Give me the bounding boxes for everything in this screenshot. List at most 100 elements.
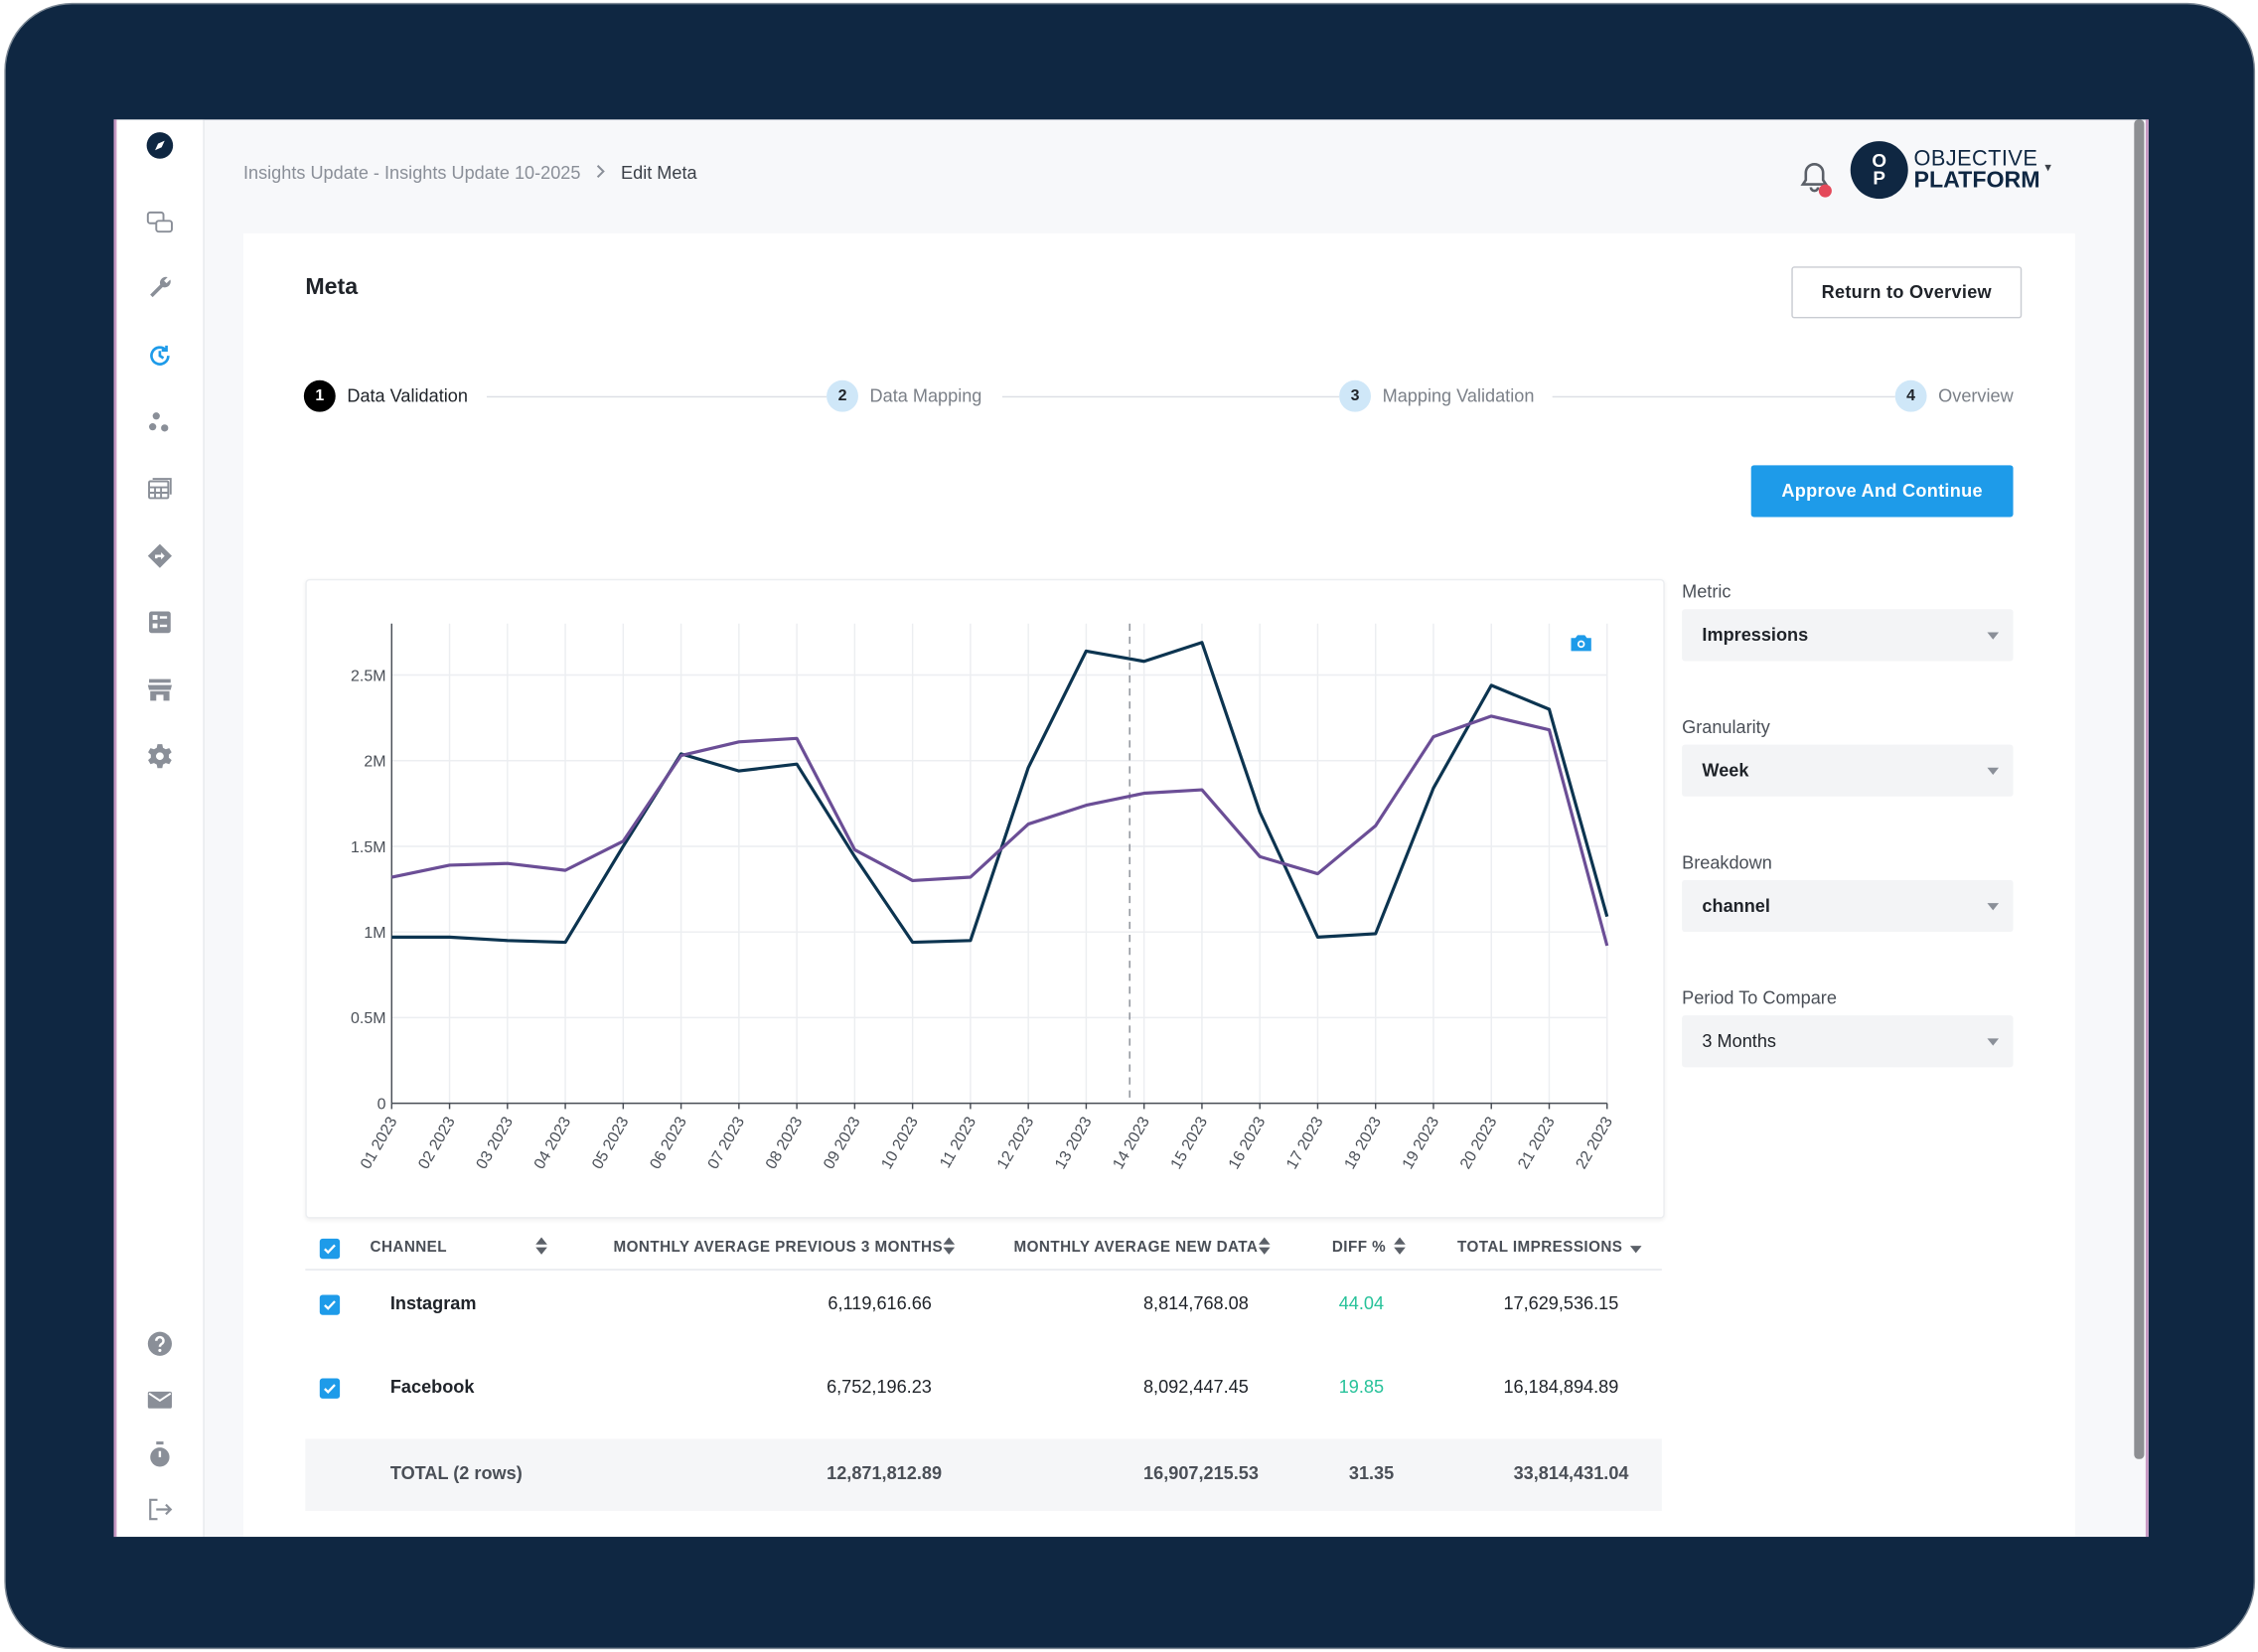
- table-icon[interactable]: [143, 473, 178, 508]
- x-tick-label: 11 2023: [937, 1114, 979, 1170]
- y-tick-label: 1.5M: [351, 839, 385, 856]
- x-tick-label: 16 2023: [1226, 1114, 1270, 1172]
- period-value: 3 Months: [1702, 1031, 1776, 1052]
- row-checkbox[interactable]: [319, 1378, 341, 1399]
- sort-desc-icon[interactable]: [1628, 1240, 1642, 1260]
- table-row[interactable]: Facebook 6,752,196.23 8,092,447.45 19.85…: [305, 1355, 1662, 1438]
- chevron-down-icon: [1987, 632, 2000, 640]
- camera-icon[interactable]: [1570, 633, 1592, 653]
- header-channel[interactable]: CHANNEL: [370, 1238, 448, 1257]
- row-checkbox[interactable]: [319, 1294, 341, 1315]
- header-diff[interactable]: DIFF %: [1331, 1238, 1387, 1257]
- breakdown-filter: Breakdown channel: [1682, 852, 2014, 933]
- step-connector: [1552, 395, 1895, 398]
- page-title: Meta: [305, 274, 359, 300]
- header-new-average[interactable]: MONTHLY AVERAGE NEW DATA: [1013, 1238, 1259, 1257]
- metric-value: Impressions: [1702, 625, 1809, 646]
- breadcrumb-current: Edit Meta: [621, 162, 697, 184]
- brand-logo[interactable]: O P OBJECTIVE PLATFORM ▾: [1850, 141, 2051, 200]
- metric-select[interactable]: Impressions: [1682, 609, 2014, 662]
- sort-icon[interactable]: [534, 1236, 548, 1256]
- gear-icon[interactable]: [143, 739, 178, 774]
- sort-icon[interactable]: [1393, 1236, 1407, 1256]
- chevron-down-icon: [1987, 767, 2000, 776]
- breakdown-label: Breakdown: [1682, 852, 1772, 873]
- brand-logo-text: OBJECTIVE PLATFORM: [1913, 148, 2040, 194]
- x-tick-label: 20 2023: [1457, 1114, 1501, 1172]
- table-total-row: TOTAL (2 rows) 12,871,812.89 16,907,215.…: [305, 1438, 1662, 1511]
- total-prev-average: 12,871,812.89: [827, 1463, 943, 1484]
- mail-icon[interactable]: [143, 1383, 178, 1418]
- directions-icon[interactable]: [143, 538, 178, 573]
- brand-logo-line2: PLATFORM: [1913, 168, 2040, 194]
- account-caret-icon[interactable]: ▾: [2044, 159, 2052, 175]
- x-tick-label: 13 2023: [1052, 1114, 1096, 1172]
- total-diff: 31.35: [1348, 1463, 1395, 1484]
- step-overview[interactable]: 4 Overview: [1894, 379, 2014, 412]
- breadcrumb-separator-icon: [595, 163, 607, 183]
- header-prev-average[interactable]: MONTHLY AVERAGE PREVIOUS 3 MONTHS: [613, 1238, 944, 1257]
- dots-icon[interactable]: [143, 404, 178, 439]
- cell-channel: Instagram: [389, 1293, 477, 1314]
- step-label: Data Validation: [347, 385, 468, 406]
- series-line-2: [390, 714, 1609, 947]
- return-to-overview-button[interactable]: Return to Overview: [1791, 266, 2023, 319]
- line-chart[interactable]: 0 0.5M 1M 1.5M 2M 2.5M 01 2023 02 2023 03 2023 04…: [307, 580, 1664, 1217]
- x-tick-label: 19 2023: [1400, 1114, 1443, 1172]
- table-row[interactable]: Instagram 6,119,616.66 8,814,768.08 44.0…: [305, 1272, 1662, 1355]
- notification-bell-icon[interactable]: [1799, 160, 1831, 195]
- cell-total-impressions: 17,629,536.15: [1503, 1293, 1619, 1314]
- page-scrollbar[interactable]: [2134, 119, 2145, 1459]
- step-mapping-validation[interactable]: 3 Mapping Validation: [1339, 379, 1535, 412]
- stepper: 1 Data Validation 2 Data Mapping 3 Mappi…: [303, 379, 2015, 415]
- breadcrumb: Insights Update - Insights Update 10-202…: [243, 163, 697, 183]
- main-card: Meta Return to Overview 1 Data Validatio…: [242, 232, 2075, 1538]
- select-all-checkbox[interactable]: [319, 1238, 341, 1260]
- metric-filter: Metric Impressions: [1682, 582, 2014, 662]
- total-label: TOTAL (2 rows): [389, 1463, 523, 1484]
- logout-icon[interactable]: [143, 1492, 178, 1527]
- sort-icon[interactable]: [942, 1236, 956, 1256]
- chevron-down-icon: [1987, 1038, 2000, 1046]
- step-label: Mapping Validation: [1382, 385, 1535, 406]
- granularity-filter: Granularity Week: [1682, 717, 2014, 797]
- help-icon[interactable]: [143, 1326, 178, 1361]
- total-new-average: 16,907,215.53: [1143, 1463, 1259, 1484]
- chart-panel: 0 0.5M 1M 1.5M 2M 2.5M 01 2023 02 2023 03 2023 04…: [305, 578, 1665, 1219]
- breakdown-select[interactable]: channel: [1682, 879, 2014, 933]
- store-icon[interactable]: [143, 673, 178, 707]
- step-number: 1: [303, 379, 336, 412]
- step-data-validation[interactable]: 1 Data Validation: [303, 379, 468, 412]
- period-label: Period To Compare: [1682, 987, 1837, 1008]
- wrench-icon[interactable]: [143, 271, 178, 306]
- x-tick-label: 22 2023: [1573, 1114, 1616, 1172]
- x-tick-label: 10 2023: [878, 1114, 922, 1172]
- cell-diff: 19.85: [1338, 1377, 1385, 1398]
- timer-icon[interactable]: [143, 1437, 178, 1472]
- x-tick-label: 04 2023: [531, 1114, 575, 1172]
- cell-diff: 44.04: [1338, 1293, 1385, 1314]
- dashboard-icon[interactable]: [143, 605, 178, 640]
- breadcrumb-parent-link[interactable]: Insights Update - Insights Update 10-202…: [242, 162, 581, 184]
- chevron-down-icon: [1987, 903, 2000, 911]
- approve-and-continue-button[interactable]: Approve And Continue: [1750, 465, 2014, 518]
- sort-icon[interactable]: [1258, 1236, 1272, 1256]
- x-tick-label: 12 2023: [994, 1114, 1038, 1172]
- step-number: 4: [1894, 379, 1927, 412]
- granularity-select[interactable]: Week: [1682, 744, 2014, 797]
- app-screen: Insights Update - Insights Update 10-202…: [113, 119, 2149, 1538]
- step-data-mapping[interactable]: 2 Data Mapping: [827, 379, 981, 412]
- cell-total-impressions: 16,184,894.89: [1503, 1377, 1619, 1398]
- header-total-impressions[interactable]: TOTAL IMPRESSIONS: [1456, 1238, 1623, 1257]
- history-icon[interactable]: [143, 339, 178, 374]
- period-select[interactable]: 3 Months: [1682, 1015, 2014, 1068]
- step-label: Overview: [1938, 385, 2014, 406]
- table-header: CHANNEL MONTHLY AVERAGE PREVIOUS 3 MONTH…: [305, 1226, 1662, 1271]
- chat-icon[interactable]: [143, 206, 178, 240]
- x-tick-label: 07 2023: [705, 1114, 749, 1172]
- compass-icon[interactable]: [143, 128, 178, 163]
- step-connector: [486, 395, 828, 398]
- period-filter: Period To Compare 3 Months: [1682, 987, 2014, 1068]
- sidebar: [116, 119, 205, 1538]
